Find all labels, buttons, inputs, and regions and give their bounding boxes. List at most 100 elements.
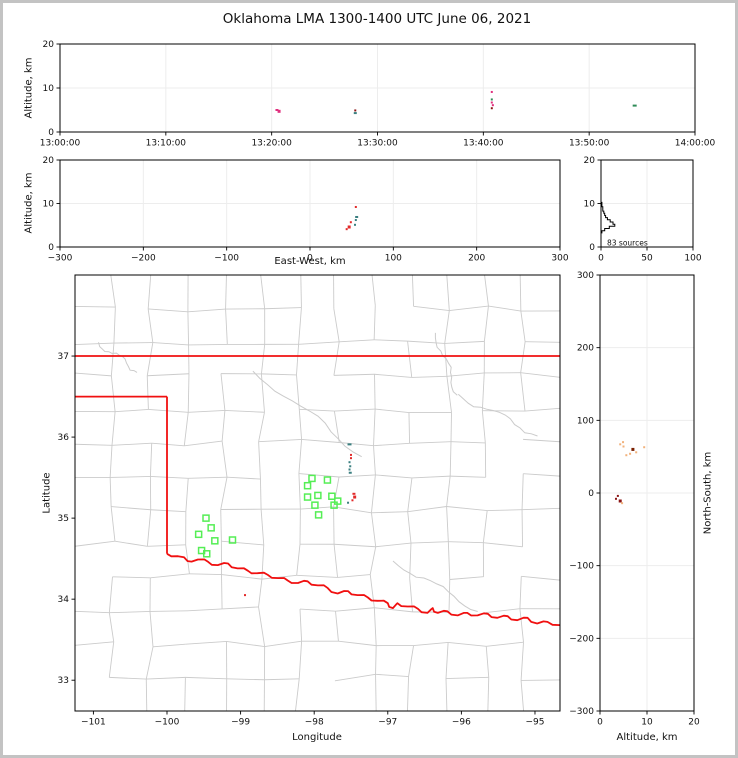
lma-source-point	[347, 501, 350, 504]
county-line	[333, 308, 340, 342]
county-line	[298, 409, 303, 440]
ew-height-ytick-label: 10	[43, 200, 55, 210]
county-line	[298, 341, 340, 345]
county-line	[110, 476, 151, 478]
county-line	[221, 574, 223, 609]
alt-histogram-xtick-label: 100	[684, 254, 701, 264]
county-line	[523, 438, 560, 443]
lma-source-point	[352, 492, 356, 495]
county-line	[261, 373, 297, 376]
county-line	[301, 439, 340, 443]
lma-source-point	[629, 452, 632, 455]
lma-station-marker	[330, 501, 338, 509]
county-line	[296, 574, 338, 578]
county-line	[373, 442, 410, 447]
county-line	[109, 445, 113, 478]
county-line	[225, 275, 227, 310]
county-line	[488, 305, 521, 312]
county-line	[296, 544, 301, 576]
map-xtick-label: −100	[155, 718, 180, 728]
figure-title: Oklahoma LMA 1300-1400 UTC June 06, 2021	[222, 11, 532, 27]
county-line	[185, 641, 227, 645]
county-line	[264, 307, 302, 310]
county-line	[109, 676, 147, 680]
county-line	[484, 275, 489, 307]
county-line	[407, 676, 410, 711]
alt-histogram-ytick-label: 20	[584, 156, 596, 166]
county-line	[108, 576, 113, 613]
county-line	[339, 442, 374, 447]
county-line	[333, 506, 335, 545]
county-line	[374, 374, 376, 410]
county-line	[448, 541, 484, 544]
lma-source-point	[643, 446, 646, 449]
county-line	[149, 443, 153, 477]
county-line	[408, 412, 411, 444]
county-line	[296, 344, 300, 375]
county-line	[449, 305, 489, 311]
county-line	[374, 373, 412, 378]
lma-source-point	[348, 471, 352, 474]
time-height-ytick-label: 10	[43, 84, 55, 94]
lma-source-point	[622, 445, 625, 448]
map-xtick-label: −99	[231, 718, 250, 728]
county-line	[298, 439, 303, 474]
county-line	[333, 341, 340, 376]
county-line	[333, 544, 339, 578]
county-line	[258, 441, 261, 480]
county-line	[220, 477, 228, 510]
county-line	[109, 477, 112, 507]
county-line	[110, 275, 116, 308]
alt-histogram-xtick-label: 50	[641, 254, 653, 264]
ns-height-ytick-label: −300	[569, 707, 594, 717]
county-line	[150, 476, 189, 479]
county-line	[446, 476, 451, 507]
lma-source-point	[345, 228, 348, 231]
county-line	[187, 608, 223, 612]
county-line	[185, 676, 227, 680]
county-line	[407, 341, 413, 378]
county-line	[226, 641, 265, 648]
county-line	[260, 479, 262, 510]
county-line	[147, 275, 152, 309]
lma-source-point	[616, 494, 619, 497]
ns-height-xtick-label: 10	[641, 718, 653, 728]
county-line	[221, 540, 264, 546]
ew-height-ylabel: Altitude, km	[23, 172, 35, 234]
red-river-border	[166, 553, 560, 626]
county-line	[146, 509, 152, 547]
county-line	[449, 576, 484, 580]
county-line	[185, 478, 189, 512]
county-line	[375, 645, 377, 675]
county-line	[520, 680, 525, 711]
county-line	[152, 643, 186, 648]
county-line	[113, 307, 116, 344]
sources-annotation: 83 sources	[607, 239, 648, 248]
map-xtick-label: −98	[305, 718, 324, 728]
lma-source-point	[618, 499, 622, 503]
county-line	[298, 307, 302, 345]
lma-source-point	[349, 453, 352, 456]
ew-height-ytick-label: 20	[43, 156, 55, 166]
county-line	[224, 410, 265, 413]
map-content	[75, 275, 560, 711]
county-line	[226, 476, 261, 480]
county-line	[75, 342, 114, 345]
ns-height-ytick-label: 0	[588, 489, 594, 499]
county-line	[295, 678, 300, 711]
river-line	[457, 393, 538, 437]
county-line	[187, 311, 190, 345]
lma-source-point	[349, 221, 352, 224]
county-line	[148, 408, 189, 413]
county-line	[261, 544, 265, 580]
alt-histogram-xtick-label: 0	[598, 254, 604, 264]
ns-height-xtick-label: 20	[688, 718, 700, 728]
county-line	[487, 509, 523, 512]
county-line	[409, 542, 412, 579]
county-line	[187, 373, 190, 413]
ew-height-xtick-label: −300	[48, 254, 73, 264]
county-line	[450, 475, 486, 478]
county-line	[481, 372, 485, 411]
county-line	[299, 608, 336, 612]
plot-canvas: 13:00:00 13:10:00 13:20:00 13:30:00 13:40:00…	[40, 40, 716, 728]
